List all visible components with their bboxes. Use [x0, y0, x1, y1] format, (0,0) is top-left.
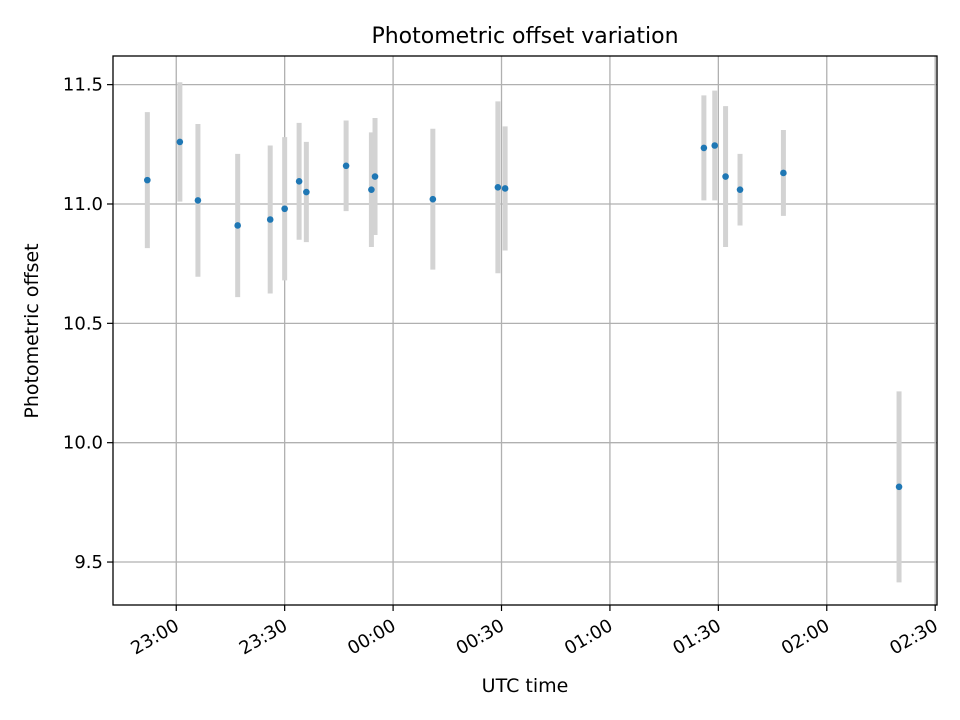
y-tick-label: 11.5 [63, 75, 103, 96]
y-tick-label: 11.0 [63, 194, 103, 215]
data-point [176, 138, 184, 146]
data-point [194, 197, 202, 204]
grid [113, 56, 937, 605]
y-tick-label: 10.5 [63, 313, 103, 334]
data-point [342, 162, 350, 170]
data-point [295, 178, 303, 185]
data-point [780, 169, 787, 177]
data-point [700, 144, 708, 152]
y-axis-ticks: 9.5 10.0 10.5 11.0 11.5 [63, 75, 113, 573]
y-tick-label: 9.5 [74, 552, 103, 573]
data-point [429, 195, 437, 203]
data-point [144, 176, 151, 184]
data-point [722, 173, 729, 180]
data-point [234, 222, 241, 229]
data-point [501, 185, 509, 192]
plot-frame [112, 55, 938, 606]
data-point [266, 216, 274, 223]
chart-title: Photometric offset variation [371, 24, 678, 49]
y-axis-label: Photometric offset [21, 243, 43, 418]
data-point [736, 186, 744, 193]
data-point [303, 188, 310, 196]
data-point [281, 205, 288, 213]
data-points [144, 138, 903, 491]
y-tick-label: 10.0 [63, 433, 103, 454]
data-point [368, 186, 375, 193]
x-axis-label: UTC time [482, 675, 569, 697]
data-point [895, 483, 903, 491]
data-point [494, 183, 502, 191]
data-point [711, 142, 719, 149]
data-point [371, 173, 379, 180]
